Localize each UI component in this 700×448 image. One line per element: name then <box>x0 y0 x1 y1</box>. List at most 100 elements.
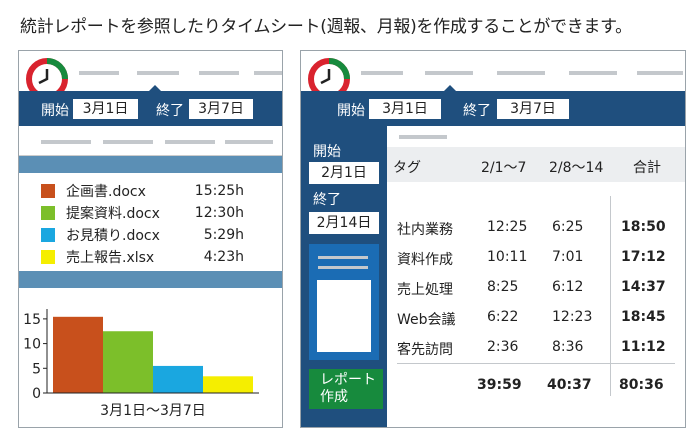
row-week2: 12:23 <box>552 309 593 325</box>
bar[interactable] <box>103 331 153 393</box>
row-week1: 2:36 <box>487 339 519 355</box>
timesheet-table: タグ 2/1〜7 2/8〜14 合計 社内業務 12:25 6:25 18:50 資料作… <box>387 126 685 427</box>
table-row[interactable]: 社内業務 12:25 6:25 18:50 <box>387 219 685 239</box>
create-report-button[interactable]: レポート作成 <box>309 369 383 409</box>
color-swatch <box>41 250 55 264</box>
menu-dash[interactable] <box>497 71 545 75</box>
menu-dash[interactable] <box>199 71 239 75</box>
table-row[interactable]: 資料作成 10:11 7:01 17:12 <box>387 249 685 269</box>
report-preview-card <box>309 244 379 360</box>
headline: 統計レポートを参照したりタイムシート(週報、月報)を作成することができます。 <box>20 17 632 37</box>
sub-navigation <box>19 126 282 156</box>
row-week2: 6:25 <box>552 219 584 235</box>
row-week1: 10:11 <box>487 249 528 265</box>
row-week1: 6:22 <box>487 309 519 325</box>
side-start-label: 開始 <box>313 144 341 160</box>
file-name: 売上報告.xlsx <box>66 250 155 266</box>
menu-dash[interactable] <box>79 71 119 75</box>
x-axis-label: 3月1日〜3月7日 <box>100 403 206 419</box>
file-name: 提案資料.docx <box>66 206 160 222</box>
color-swatch <box>41 228 55 242</box>
header-total: 合計 <box>633 160 661 176</box>
total-week1: 39:59 <box>477 377 522 393</box>
menu-dash[interactable] <box>569 71 617 75</box>
file-time: 4:23h <box>203 249 244 265</box>
end-label: 終了 <box>156 103 184 119</box>
file-time: 12:30h <box>194 205 244 221</box>
file-name: お見積り.docx <box>66 228 160 244</box>
table-tab-dash[interactable] <box>399 135 447 139</box>
timesheet-panel: 開始 3月1日 終了 3月7日 開始 2月1日 終了 2月14日 レポート作成 … <box>300 50 686 428</box>
file-item[interactable]: 提案資料.docx 12:30h <box>41 203 244 223</box>
menu-pointer <box>444 85 456 91</box>
row-week2: 8:36 <box>552 339 584 355</box>
menu-dash[interactable] <box>425 71 473 75</box>
totals-divider <box>397 363 675 364</box>
sub-menu-dash[interactable] <box>41 140 91 144</box>
bar[interactable] <box>153 365 203 393</box>
row-tag: Web会議 <box>397 312 456 328</box>
menu-dash[interactable] <box>254 71 282 75</box>
y-tick-label: 5 <box>32 361 41 377</box>
color-swatch <box>41 184 55 198</box>
header-week1: 2/1〜7 <box>481 160 527 176</box>
statistics-report-panel: 開始 3月1日 終了 3月7日 企画書.docx 15:25h 提案資料.docx 1… <box>18 50 283 428</box>
preview-line <box>318 256 368 259</box>
report-preview-sheet <box>317 280 371 352</box>
menu-dash[interactable] <box>361 71 403 75</box>
end-label: 終了 <box>463 103 491 119</box>
row-tag: 資料作成 <box>397 252 453 268</box>
menu-dash[interactable] <box>637 71 683 75</box>
side-end-date-field[interactable]: 2月14日 <box>309 212 379 234</box>
y-tick-label: 0 <box>32 386 41 402</box>
date-range-bar: 開始 3月1日 終了 3月7日 <box>19 85 282 126</box>
menu-pointer <box>149 85 161 91</box>
start-date-field[interactable]: 3月1日 <box>369 99 441 119</box>
end-date-field[interactable]: 3月7日 <box>497 99 569 119</box>
row-total: 11:12 <box>621 339 666 355</box>
start-date-field[interactable]: 3月1日 <box>73 99 138 119</box>
row-tag: 社内業務 <box>397 222 453 238</box>
row-total: 18:50 <box>621 219 666 235</box>
sub-menu-dash[interactable] <box>225 140 273 144</box>
color-swatch <box>41 206 55 220</box>
file-item[interactable]: 企画書.docx 15:25h <box>41 181 244 201</box>
file-item[interactable]: お見積り.docx 5:29h <box>41 225 244 245</box>
grand-total: 80:36 <box>619 377 664 393</box>
row-tag: 売上処理 <box>397 282 453 298</box>
row-week1: 8:25 <box>487 279 519 295</box>
sub-menu-dash[interactable] <box>165 140 215 144</box>
sub-menu-dash[interactable] <box>103 140 153 144</box>
y-tick-label: 15 <box>23 312 41 328</box>
header-week2: 2/8〜14 <box>549 160 604 176</box>
bar[interactable] <box>203 376 253 393</box>
chart-svg: 3月1日〜3月7日 0 5 10 15 <box>23 309 259 419</box>
date-range-bar: 開始 3月1日 終了 3月7日 <box>301 85 685 126</box>
file-time: 15:25h <box>194 183 244 199</box>
start-label: 開始 <box>41 103 69 119</box>
row-week1: 12:25 <box>487 219 528 235</box>
table-row[interactable]: 客先訪問 2:36 8:36 11:12 <box>387 339 685 359</box>
total-column-divider <box>610 196 611 396</box>
y-tick-label: 10 <box>23 337 41 353</box>
time-bar-chart: 3月1日〜3月7日 0 5 10 15 <box>19 301 282 427</box>
side-end-label: 終了 <box>313 192 341 208</box>
row-total: 18:45 <box>621 309 666 325</box>
row-week2: 6:12 <box>552 279 584 295</box>
table-row[interactable]: 売上処理 8:25 6:12 14:37 <box>387 279 685 299</box>
side-start-date-field[interactable]: 2月1日 <box>309 162 379 184</box>
section-band <box>19 156 282 173</box>
header-tag: タグ <box>393 160 421 176</box>
row-tag: 客先訪問 <box>397 342 453 358</box>
table-header: タグ 2/1〜7 2/8〜14 合計 <box>387 147 685 182</box>
start-label: 開始 <box>337 103 365 119</box>
end-date-field[interactable]: 3月7日 <box>189 99 253 119</box>
timesheet-sidebar: 開始 2月1日 終了 2月14日 レポート作成 <box>301 126 387 427</box>
bar[interactable] <box>53 316 103 393</box>
menu-dash[interactable] <box>137 71 179 75</box>
file-item[interactable]: 売上報告.xlsx 4:23h <box>41 247 244 267</box>
section-band <box>19 271 282 288</box>
table-row[interactable]: Web会議 6:22 12:23 18:45 <box>387 309 685 329</box>
file-name: 企画書.docx <box>66 184 146 200</box>
row-total: 17:12 <box>621 249 666 265</box>
